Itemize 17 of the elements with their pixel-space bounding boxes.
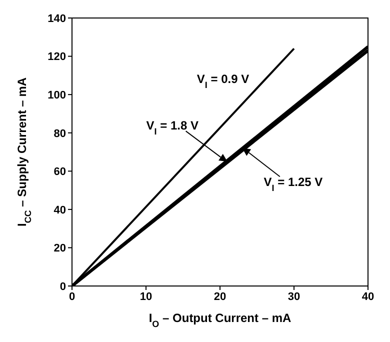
y-tick-label: 60 xyxy=(54,166,66,178)
x-tick-label: 0 xyxy=(68,290,76,303)
y-tick-label: 80 xyxy=(54,128,66,140)
y-tick-label: 40 xyxy=(54,204,66,216)
annotation: V$_{I}$ = 1.25 V xyxy=(264,175,323,194)
annotation: V$_{I}$ = 0.9 V xyxy=(196,72,250,90)
x-tick-label: 20 xyxy=(214,290,226,303)
x-tick-label: 30 xyxy=(288,290,300,303)
x-tick-label: 40 xyxy=(362,290,374,303)
y-tick-label: 120 xyxy=(48,51,66,64)
x-tick-label: 10 xyxy=(140,290,152,303)
y-tick-label: 0 xyxy=(60,280,66,293)
y-tick-label: 140 xyxy=(48,12,66,25)
y-tick-label: 20 xyxy=(54,242,66,255)
annotation: V$_{I}$ = 1.8 V xyxy=(146,118,199,137)
y-tick-label: 100 xyxy=(48,89,66,102)
x-axis-title: I$_{O}$ – Output Current – mA xyxy=(148,311,292,329)
